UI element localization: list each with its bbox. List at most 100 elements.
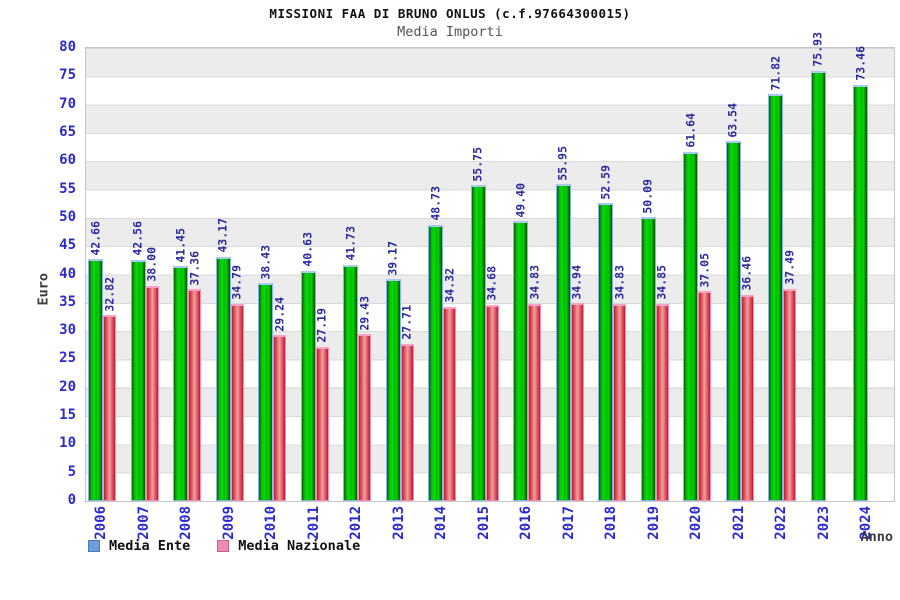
value-label-media-ente-2008: 41.45 (172, 227, 187, 263)
y-tick-55: 55 (59, 180, 76, 197)
bar-media-nazionale-2017 (570, 303, 584, 501)
value-label-media-nazionale-2015: 34.68 (484, 266, 499, 301)
value-label-media-ente-2019: 50.09 (640, 178, 655, 214)
x-tick-2020: 2020 (688, 506, 705, 540)
value-label-media-nazionale-2017: 34.94 (569, 264, 584, 300)
bar-media-ente-2012 (343, 264, 359, 501)
bar-media-ente-2006 (88, 259, 103, 501)
value-label-media-ente-2020: 61.64 (683, 113, 698, 148)
y-axis-label: Euro (35, 273, 52, 306)
value-label-media-nazionale-2006: 32.82 (101, 276, 116, 312)
value-label-media-nazionale-2009: 34.79 (229, 265, 244, 301)
x-tick-2006: 2006 (93, 506, 109, 540)
bar-media-nazionale-2018 (613, 303, 627, 501)
bar-media-nazionale-2012 (358, 334, 372, 501)
y-tick-50: 50 (59, 208, 76, 225)
x-tick-2010: 2010 (263, 506, 280, 540)
bar-media-nazionale-2009 (230, 304, 244, 501)
x-axis-label: Anno (860, 529, 893, 545)
x-tick-2017: 2017 (560, 506, 577, 540)
value-label-media-ente-2011: 40.63 (300, 232, 315, 267)
bar-media-ente-2015 (470, 185, 486, 501)
x-tick-2007: 2007 (135, 506, 152, 540)
value-label-media-ente-2006: 42.66 (87, 220, 102, 256)
value-label-media-nazionale-2011: 27.19 (314, 308, 329, 344)
x-tick-2012: 2012 (348, 506, 365, 540)
value-label-media-ente-2007: 42.56 (130, 221, 145, 257)
bar-media-ente-2013 (385, 279, 401, 501)
bar-media-nazionale-2014 (443, 306, 457, 501)
bar-media-nazionale-2020 (698, 291, 712, 501)
bar-media-ente-2008 (173, 266, 189, 501)
value-label-media-nazionale-2020: 37.05 (697, 252, 712, 288)
value-label-media-nazionale-2008: 37.36 (186, 250, 201, 286)
value-label-media-ente-2009: 43.17 (215, 217, 230, 253)
bar-media-nazionale-2016 (528, 303, 542, 501)
chart-title: MISSIONI FAA DI BRUNO ONLUS (c.f.9766430… (269, 6, 631, 21)
y-tick-70: 70 (59, 95, 76, 112)
x-tick-2019: 2019 (645, 506, 662, 540)
bar-media-ente-2018 (598, 203, 614, 501)
legend: Media Ente Media Nazionale (88, 538, 387, 554)
bar-media-nazionale-2022 (783, 288, 797, 501)
value-label-media-nazionale-2014: 34.32 (441, 268, 456, 303)
value-label-media-nazionale-2007: 38.00 (144, 247, 159, 282)
bar-media-nazionale-2006 (103, 315, 116, 501)
y-tick-10: 10 (59, 435, 76, 452)
value-label-media-nazionale-2012: 29.43 (356, 295, 371, 331)
bar-media-nazionale-2013 (400, 344, 414, 501)
y-tick-75: 75 (59, 67, 76, 84)
bar-media-ente-2021 (725, 141, 741, 501)
legend-label-media-nazionale: Media Nazionale (238, 538, 361, 554)
value-label-media-nazionale-2018: 34.83 (612, 265, 627, 300)
bar-media-nazionale-2010 (273, 335, 287, 501)
x-tick-2013: 2013 (390, 506, 407, 540)
x-tick-2014: 2014 (433, 506, 450, 540)
x-tick-2023: 2023 (815, 506, 832, 540)
bar-media-nazionale-2019 (655, 303, 669, 501)
value-label-media-ente-2017: 55.95 (555, 145, 570, 181)
legend-swatch-media-ente (88, 540, 100, 552)
y-tick-40: 40 (59, 265, 76, 282)
y-tick-15: 15 (59, 407, 76, 424)
value-label-media-ente-2016: 49.40 (513, 182, 527, 218)
bar-media-ente-2019 (640, 217, 656, 501)
x-tick-2018: 2018 (603, 506, 620, 540)
x-tick-2008: 2008 (178, 506, 195, 540)
value-label-media-nazionale-2021: 36.46 (739, 255, 754, 291)
value-label-media-ente-2013: 39.17 (385, 240, 400, 276)
plot-area: 42.66 32.82 42.56 38.00 41.45 37.36 43.17 34.79… (85, 32, 895, 502)
value-label-media-nazionale-2019: 34.85 (654, 265, 669, 300)
y-tick-20: 20 (59, 378, 76, 395)
legend-swatch-media-nazionale (217, 540, 230, 552)
y-tick-80: 80 (59, 39, 76, 55)
value-label-media-ente-2024: 73.46 (853, 46, 868, 82)
legend-label-media-ente: Media Ente (109, 538, 191, 554)
bar-media-ente-2024 (853, 85, 869, 501)
y-tick-35: 35 (59, 293, 76, 310)
y-tick-30: 30 (59, 322, 76, 339)
value-label-media-ente-2018: 52.59 (598, 164, 613, 200)
y-tick-5: 5 (67, 463, 76, 480)
bar-media-nazionale-2015 (485, 304, 499, 501)
value-label-media-ente-2023: 75.93 (810, 32, 825, 68)
y-tick-0: 0 (67, 492, 76, 508)
y-tick-60: 60 (59, 152, 76, 169)
bar-media-nazionale-2011 (315, 347, 329, 501)
value-label-media-nazionale-2022: 37.49 (782, 250, 797, 285)
bar-media-ente-2017 (555, 184, 571, 501)
x-tick-2021: 2021 (730, 506, 747, 540)
x-tick-2015: 2015 (475, 506, 492, 540)
value-label-media-ente-2021: 63.54 (725, 102, 740, 138)
value-label-media-nazionale-2016: 34.83 (527, 265, 541, 300)
bar-media-ente-2010 (258, 283, 274, 501)
chart-subtitle: Media Importi (397, 24, 503, 40)
bar-media-ente-2016 (513, 221, 529, 501)
x-tick-2009: 2009 (220, 506, 237, 540)
y-tick-25: 25 (59, 350, 76, 367)
value-label-media-nazionale-2013: 27.71 (399, 305, 414, 341)
value-label-media-ente-2012: 41.73 (342, 226, 357, 261)
value-label-media-ente-2022: 71.82 (768, 55, 783, 91)
y-tick-65: 65 (59, 123, 76, 140)
bar-media-ente-2009 (215, 256, 231, 501)
